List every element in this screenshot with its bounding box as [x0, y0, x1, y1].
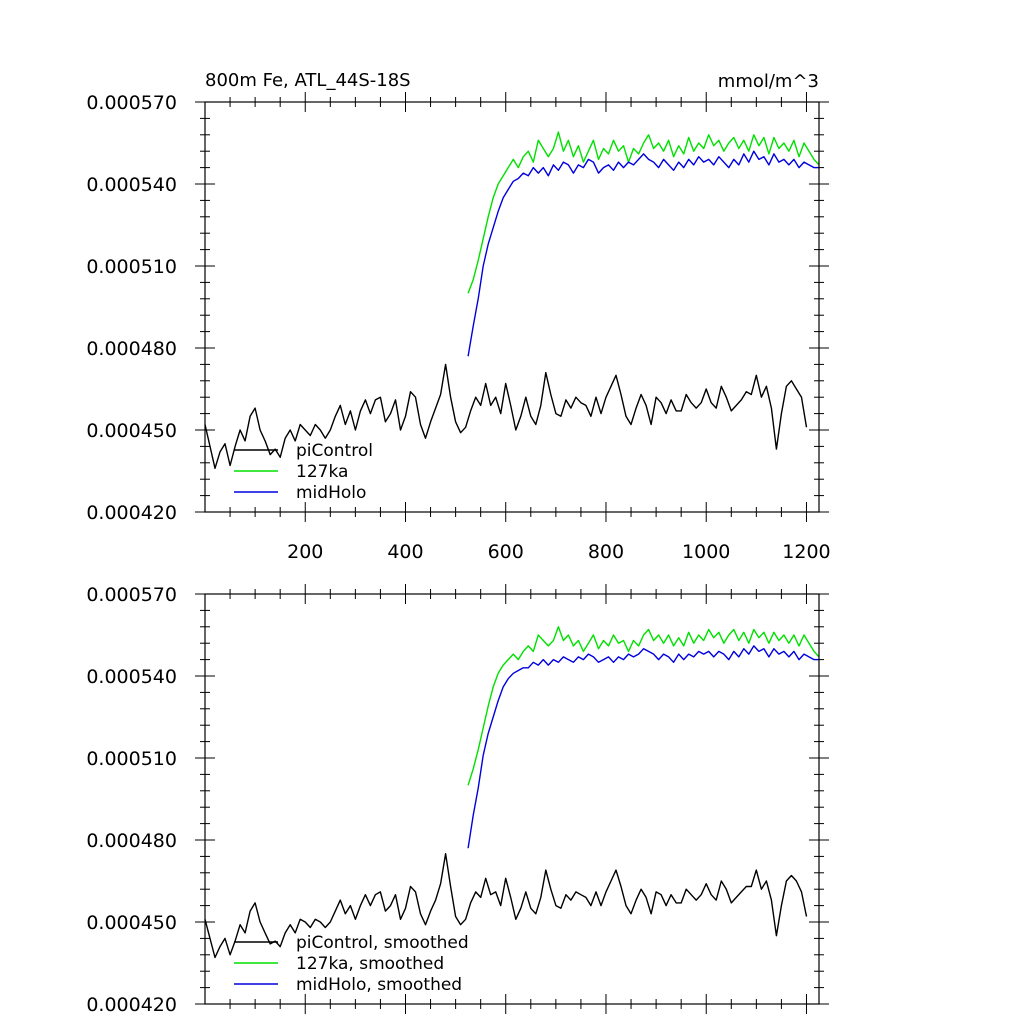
x-tick-label: 1200 — [782, 541, 830, 563]
series-line-picontrol — [204, 363, 808, 469]
series-line-picontrol-smoothed — [204, 853, 808, 959]
legend-label: 127ka, smoothed — [296, 954, 444, 974]
chart-units: mmol/m^3 — [718, 71, 819, 92]
legend-label: 127ka — [296, 462, 348, 482]
legend-label: piControl, smoothed — [296, 933, 469, 953]
y-tick-label: 0.000420 — [86, 502, 177, 524]
y-tick-label: 0.000510 — [86, 256, 177, 278]
legend-label: piControl — [296, 441, 373, 461]
legend-label: midHolo, smoothed — [296, 975, 462, 995]
x-tick-label: 1000 — [682, 541, 730, 563]
series-line-127ka-smoothed — [467, 626, 820, 786]
x-tick-label: 800 — [588, 541, 624, 563]
series-line-127ka — [467, 131, 820, 294]
chart-title: 800m Fe, ATL_44S-18S — [205, 70, 411, 91]
series-line-midholo-smoothed — [467, 645, 819, 849]
y-tick-label: 0.000480 — [86, 830, 177, 852]
series-line-midholo — [467, 150, 819, 357]
chart-panel-top: 800m Fe, ATL_44S-18S mmol/m^3 0.000420 0.… — [86, 70, 830, 563]
legend-label: midHolo — [296, 483, 366, 503]
y-tick-label: 0.000450 — [86, 912, 177, 934]
y-tick-label: 0.000540 — [86, 174, 177, 196]
y-tick-label: 0.000480 — [86, 338, 177, 360]
y-tick-label: 0.000570 — [86, 584, 177, 606]
chart-panel-bottom: 0.000420 0.000450 0.000480 0.000510 0.000540… — [86, 584, 829, 1016]
x-tick-label: 200 — [287, 541, 323, 563]
y-tick-label: 0.000450 — [86, 420, 177, 442]
y-tick-label: 0.000510 — [86, 748, 177, 770]
x-tick-label: 600 — [488, 541, 524, 563]
plot-frame — [204, 101, 820, 513]
y-tick-label: 0.000420 — [86, 994, 177, 1016]
y-tick-label: 0.000540 — [86, 666, 177, 688]
y-tick-label: 0.000570 — [86, 92, 177, 114]
x-tick-label: 400 — [387, 541, 423, 563]
plot-frame — [204, 593, 820, 1005]
